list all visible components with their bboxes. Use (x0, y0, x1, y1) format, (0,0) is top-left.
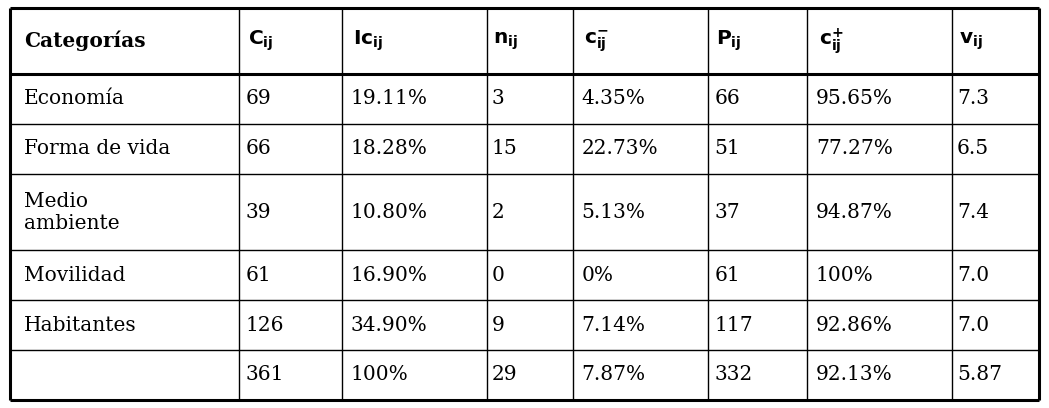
Text: 92.13%: 92.13% (816, 366, 893, 384)
Text: 9: 9 (492, 315, 505, 335)
Text: 19.11%: 19.11% (350, 89, 428, 109)
Text: $\mathbf{c}$$_{\mathbf{ij}}^{\mathbf{+}}$: $\mathbf{c}$$_{\mathbf{ij}}^{\mathbf{+}}… (818, 26, 843, 56)
Text: 361: 361 (245, 366, 284, 384)
Text: 95.65%: 95.65% (816, 89, 893, 109)
Text: $\mathbf{v}$$_{\mathbf{ij}}$: $\mathbf{v}$$_{\mathbf{ij}}$ (959, 30, 983, 52)
Text: $\mathbf{n}$$_{\mathbf{ij}}$: $\mathbf{n}$$_{\mathbf{ij}}$ (493, 30, 518, 52)
Text: 0%: 0% (581, 266, 614, 285)
Text: $\mathbf{c}$$_{\mathbf{ij}}^{\mathbf{-}}$: $\mathbf{c}$$_{\mathbf{ij}}^{\mathbf{-}}… (584, 28, 608, 54)
Text: Economía: Economía (24, 89, 125, 109)
Text: 4.35%: 4.35% (581, 89, 645, 109)
Text: 126: 126 (245, 315, 284, 335)
Text: 0: 0 (492, 266, 505, 285)
Text: 61: 61 (714, 266, 740, 285)
Text: Medio
ambiente: Medio ambiente (24, 191, 120, 233)
Text: 100%: 100% (350, 366, 408, 384)
Text: 100%: 100% (816, 266, 874, 285)
Text: $\mathbf{Ic}$$_{\mathbf{ij}}$: $\mathbf{Ic}$$_{\mathbf{ij}}$ (354, 29, 384, 53)
Text: 5.13%: 5.13% (581, 202, 645, 222)
Text: 22.73%: 22.73% (581, 139, 658, 158)
Text: Categorías: Categorías (24, 31, 146, 51)
Text: 6.5: 6.5 (957, 139, 989, 158)
Text: 2: 2 (492, 202, 505, 222)
Text: 66: 66 (714, 89, 740, 109)
Text: 77.27%: 77.27% (816, 139, 893, 158)
Text: 10.80%: 10.80% (350, 202, 428, 222)
Text: 39: 39 (245, 202, 272, 222)
Text: 51: 51 (714, 139, 740, 158)
Text: 7.0: 7.0 (957, 266, 989, 285)
Text: 7.4: 7.4 (957, 202, 989, 222)
Text: 94.87%: 94.87% (816, 202, 893, 222)
Text: 7.87%: 7.87% (581, 366, 645, 384)
Text: 37: 37 (714, 202, 740, 222)
Text: 7.3: 7.3 (957, 89, 989, 109)
Text: 15: 15 (492, 139, 517, 158)
Text: Habitantes: Habitantes (24, 315, 136, 335)
Text: 7.0: 7.0 (957, 315, 989, 335)
Text: $\mathbf{P}$$_{\mathbf{ij}}$: $\mathbf{P}$$_{\mathbf{ij}}$ (716, 29, 742, 53)
Text: 5.87: 5.87 (957, 366, 1002, 384)
Text: 117: 117 (714, 315, 753, 335)
Text: 69: 69 (245, 89, 272, 109)
Text: 3: 3 (492, 89, 505, 109)
Text: 34.90%: 34.90% (350, 315, 427, 335)
Text: Forma de vida: Forma de vida (24, 139, 171, 158)
Text: 7.14%: 7.14% (581, 315, 645, 335)
Text: 29: 29 (492, 366, 517, 384)
Text: $\mathbf{C}$$_{\mathbf{ij}}$: $\mathbf{C}$$_{\mathbf{ij}}$ (248, 29, 273, 53)
Text: 18.28%: 18.28% (350, 139, 427, 158)
Text: 66: 66 (245, 139, 272, 158)
Text: 92.86%: 92.86% (816, 315, 893, 335)
Text: Movilidad: Movilidad (24, 266, 126, 285)
Text: 61: 61 (245, 266, 272, 285)
Text: 16.90%: 16.90% (350, 266, 428, 285)
Text: 332: 332 (714, 366, 752, 384)
